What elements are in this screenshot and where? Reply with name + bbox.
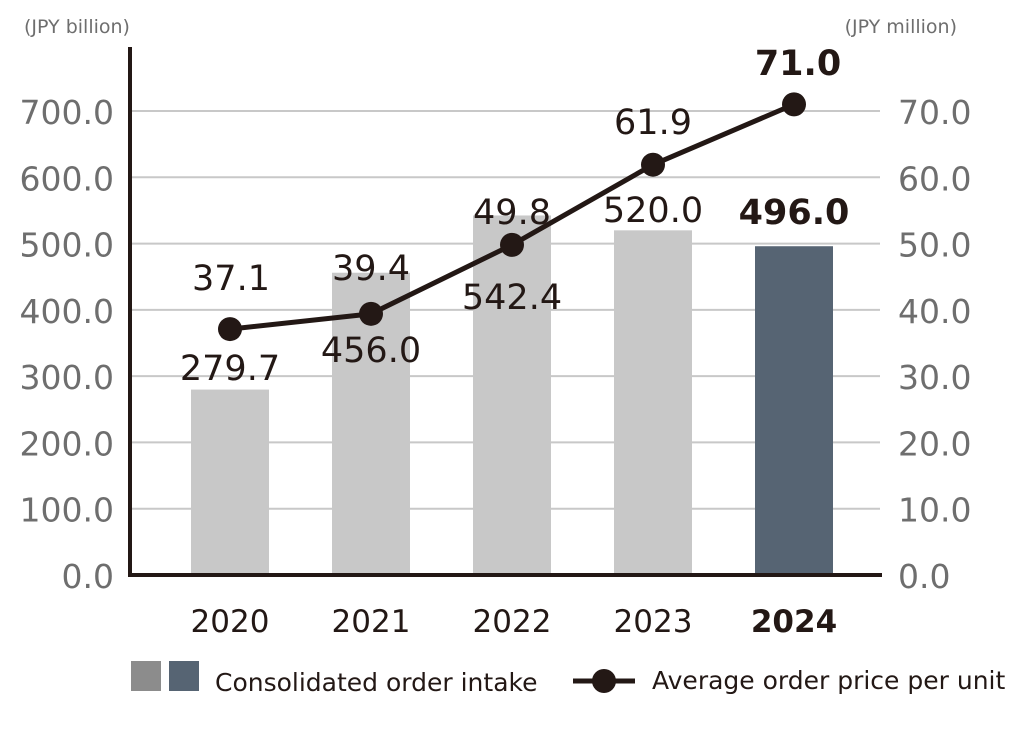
left-tick-label: 200.0	[20, 424, 114, 463]
x-tick-label: 2022	[473, 604, 552, 640]
left-tick-label: 500.0	[20, 226, 114, 265]
legend: Consolidated order intake Average order …	[131, 661, 1005, 697]
right-tick-label: 70.0	[898, 93, 971, 132]
right-tick-label: 30.0	[898, 358, 971, 397]
line-point-2023	[641, 152, 665, 177]
left-tick-label: 600.0	[20, 159, 114, 198]
bar-2023	[614, 230, 692, 576]
bar-2020	[191, 389, 269, 575]
bar-value-label: 520.0	[603, 191, 703, 231]
bar-2022	[473, 215, 551, 575]
right-tick-label: 50.0	[898, 226, 971, 265]
bar-value-label: 279.7	[180, 349, 280, 389]
legend-swatch-bar-highlight	[169, 661, 199, 691]
x-tick-label: 2020	[191, 604, 270, 640]
line-value-label: 61.9	[614, 103, 692, 143]
line-point-2022	[500, 232, 524, 257]
line-point-2021	[359, 301, 383, 326]
x-tick-label: 2024	[751, 604, 837, 640]
line-point-2020	[218, 317, 242, 342]
left-tick-label: 100.0	[20, 491, 114, 530]
left-tick-label: 300.0	[20, 358, 114, 397]
left-tick-label: 400.0	[20, 292, 114, 331]
x-tick-label: 2023	[614, 604, 693, 640]
right-tick-label: 60.0	[898, 159, 971, 198]
line-series	[218, 92, 806, 342]
line-value-label: 39.4	[332, 249, 410, 289]
bar-value-label: 496.0	[739, 193, 850, 233]
right-axis-unit: (JPY million)	[845, 16, 957, 38]
line-point-2024	[782, 92, 806, 117]
legend-bar-label: Consolidated order intake	[215, 668, 538, 697]
data-labels: 279.7 456.0 542.4 520.0 496.0 37.1 39.4 49.8 61.…	[180, 44, 849, 389]
line-value-label: 71.0	[755, 44, 841, 84]
left-tick-label: 0.0	[62, 557, 114, 596]
legend-swatch-bar-gray	[131, 661, 161, 691]
x-tick-label: 2021	[332, 604, 411, 640]
left-axis-unit: (JPY billion)	[24, 16, 130, 38]
bar-value-label: 456.0	[321, 331, 421, 371]
left-tick-label: 700.0	[20, 93, 114, 132]
right-tick-label: 40.0	[898, 292, 971, 331]
bar-value-label: 542.4	[462, 278, 562, 318]
right-tick-label: 0.0	[898, 557, 950, 596]
line-value-label: 49.8	[473, 193, 551, 233]
line-value-label: 37.1	[192, 259, 270, 299]
bar-series	[191, 215, 833, 576]
legend-line-label: Average order price per unit	[652, 666, 1005, 695]
axes: 0.0 100.0 200.0 300.0 400.0 500.0 600.0 700.0 0.…	[20, 47, 971, 640]
legend-line-dot	[592, 669, 616, 693]
right-tick-label: 10.0	[898, 491, 971, 530]
right-tick-label: 20.0	[898, 424, 971, 463]
bar-2024	[755, 246, 833, 576]
